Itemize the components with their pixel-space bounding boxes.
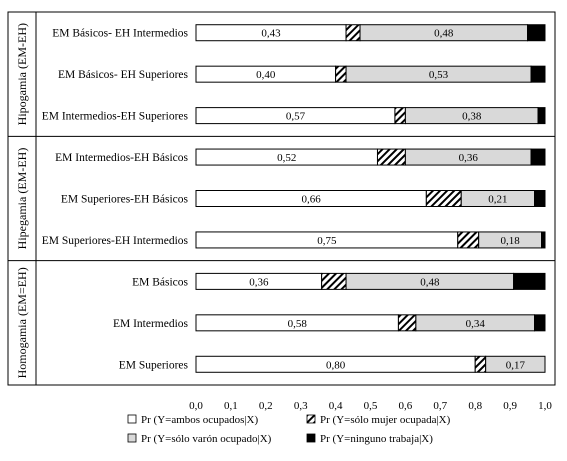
data-label: 0,36	[459, 152, 479, 164]
bar-segment	[474, 355, 487, 373]
data-label: 0,75	[317, 235, 337, 247]
category-label: EM Superiores	[119, 359, 189, 371]
data-label: 0,34	[466, 318, 486, 330]
bar-segment	[513, 272, 546, 290]
x-tick-label: 0,8	[468, 400, 482, 412]
x-tick-label: 0,7	[433, 400, 447, 412]
group-label: Hipegamia (EM-EH)	[15, 148, 29, 250]
data-label: 0,36	[249, 276, 269, 288]
x-tick-label: 0,3	[294, 400, 308, 412]
bar-segment	[335, 65, 347, 83]
x-tick-label: 0,9	[503, 400, 517, 412]
bar-segment	[530, 148, 546, 166]
x-tick-label: 1,0	[538, 400, 552, 412]
group-label: Hipogamia (EM-EH)	[15, 23, 29, 125]
x-tick-label: 0,4	[329, 400, 343, 412]
legend-swatch	[306, 414, 316, 424]
chart-frame	[7, 11, 556, 386]
bar-segment	[321, 272, 347, 290]
data-label: 0,40	[256, 69, 276, 81]
x-tick-label: 0,5	[364, 400, 378, 412]
bar-segment	[376, 148, 406, 166]
group-label: Homogamia (EM=EH)	[15, 267, 29, 378]
bar-segment	[534, 314, 546, 332]
legend-entry: Pr (Y=ambos ocupados|X)	[141, 414, 259, 426]
bar-segment	[397, 314, 417, 332]
bar-segment	[394, 107, 406, 125]
bar-segment	[457, 231, 480, 249]
legend-entry: Pr (Y=sólo varón ocupado|X)	[141, 433, 272, 445]
data-label: 0,18	[500, 235, 520, 247]
category-label: EM Básicos- EH Intermedios	[52, 28, 188, 40]
bar-segment	[530, 65, 546, 83]
data-label: 0,57	[286, 111, 306, 123]
legend-swatch	[127, 433, 137, 443]
bar-segment	[345, 24, 361, 42]
legend-entry: Pr (Y=sólo mujer ocupada|X)	[320, 414, 451, 426]
x-tick-label: 0,6	[399, 400, 413, 412]
data-label: 0,52	[277, 152, 296, 164]
x-tick-label: 0,2	[259, 400, 273, 412]
bar-segment	[485, 355, 546, 373]
legend-entry: Pr (Y=ninguno trabaja|X)	[320, 433, 433, 445]
data-label: 0,43	[261, 28, 281, 40]
data-label: 0,48	[434, 28, 454, 40]
x-tick-label: 0,0	[189, 400, 203, 412]
x-tick-label: 0,1	[224, 400, 238, 412]
category-label: EM Intermedios-EH Básicos	[55, 152, 188, 164]
data-label: 0,53	[429, 69, 449, 81]
category-label: EM Superiores-EH Intermedios	[42, 235, 189, 247]
data-label: 0,58	[288, 318, 308, 330]
legend-swatch	[306, 433, 316, 443]
bar-segment	[425, 190, 462, 207]
data-label: 0,38	[462, 111, 482, 123]
bar-segment	[541, 231, 546, 249]
bar-segment	[527, 24, 546, 42]
data-label: 0,80	[326, 359, 346, 371]
category-label: EM Superiores-EH Básicos	[61, 194, 189, 206]
data-label: 0,66	[302, 194, 322, 206]
legend-swatch	[127, 414, 137, 424]
data-label: 0,17	[506, 359, 526, 371]
category-label: EM Básicos- EH Superiores	[58, 69, 189, 81]
bar-segment	[534, 190, 546, 207]
category-label: EM Intermedios-EH Superiores	[42, 111, 189, 123]
data-label: 0,48	[420, 276, 440, 288]
data-label: 0,21	[488, 194, 507, 206]
category-label: EM Intermedios	[113, 318, 189, 330]
bar-segment	[537, 107, 546, 125]
category-label: EM Básicos	[132, 276, 188, 288]
